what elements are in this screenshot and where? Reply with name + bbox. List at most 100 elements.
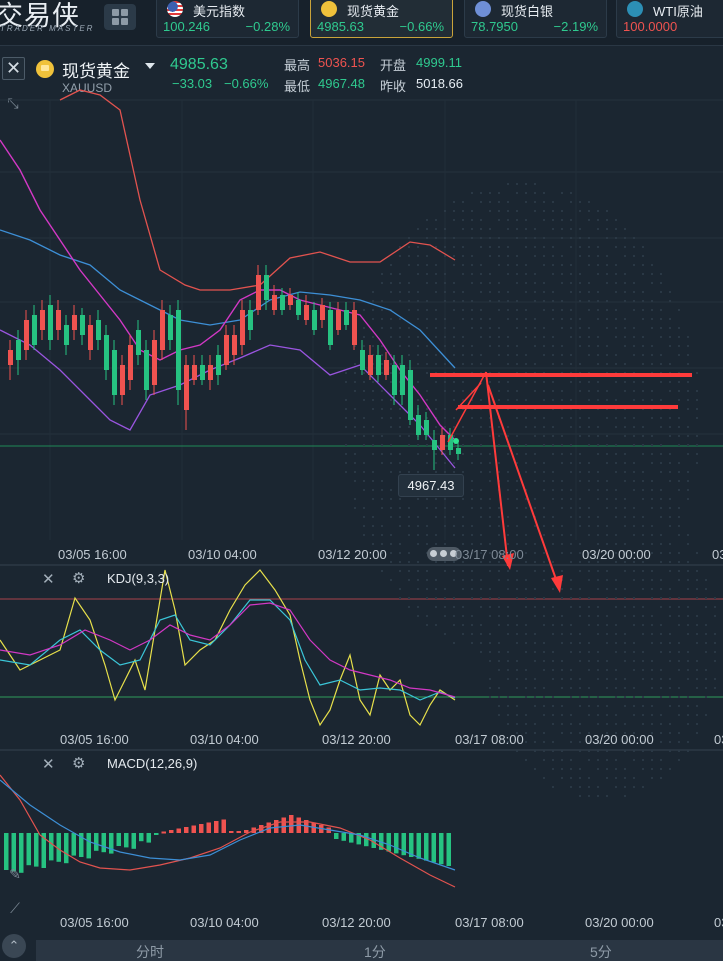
- map-dot: [615, 759, 617, 761]
- map-dot: [444, 210, 446, 212]
- map-dot: [453, 354, 455, 356]
- map-dot: [678, 651, 680, 653]
- map-dot: [381, 309, 383, 311]
- map-dot: [687, 408, 689, 410]
- chevron-down-icon[interactable]: [145, 63, 155, 69]
- map-dot: [516, 678, 518, 680]
- map-dot: [543, 750, 545, 752]
- map-dot: [615, 309, 617, 311]
- map-dot: [462, 525, 464, 527]
- map-dot: [507, 291, 509, 293]
- map-dot: [471, 417, 473, 419]
- map-dot: [678, 471, 680, 473]
- map-dot: [615, 696, 617, 698]
- grid-menu-icon[interactable]: [104, 4, 136, 30]
- map-dot: [516, 435, 518, 437]
- map-dot: [687, 534, 689, 536]
- ticker-usd-index[interactable]: 美元指数 100.246 −0.28%: [156, 0, 299, 38]
- map-dot: [417, 345, 419, 347]
- map-dot: [678, 705, 680, 707]
- map-dot: [462, 534, 464, 536]
- map-dot: [480, 318, 482, 320]
- map-dot: [534, 561, 536, 563]
- map-dot: [588, 660, 590, 662]
- map-dot: [444, 633, 446, 635]
- map-dot: [696, 615, 698, 617]
- tab-5min[interactable]: 5分: [590, 944, 612, 960]
- expand-icon[interactable]: ⤡: [7, 95, 19, 111]
- settings-icon[interactable]: ⚙: [72, 570, 86, 587]
- map-dot: [399, 570, 401, 572]
- map-dot: [552, 768, 554, 770]
- ruler-icon[interactable]: ⟋: [10, 900, 20, 916]
- map-dot: [615, 399, 617, 401]
- map-dot: [642, 516, 644, 518]
- close-icon[interactable]: ✕: [42, 756, 55, 773]
- map-dot: [687, 651, 689, 653]
- map-dot: [507, 480, 509, 482]
- map-dot: [498, 696, 500, 698]
- macd-histogram-bar: [146, 833, 151, 843]
- map-dot: [525, 606, 527, 608]
- map-dot: [615, 543, 617, 545]
- drawing-tools-icon[interactable]: ⌃: [2, 934, 26, 958]
- map-dot: [489, 696, 491, 698]
- map-dot: [480, 597, 482, 599]
- map-dot: [606, 705, 608, 707]
- chart-pager[interactable]: [427, 547, 461, 561]
- map-dot: [390, 318, 392, 320]
- map-dot: [480, 633, 482, 635]
- map-dot: [453, 462, 455, 464]
- tab-timeshare[interactable]: 分时: [136, 944, 164, 960]
- map-dot: [624, 786, 626, 788]
- map-dot: [651, 768, 653, 770]
- map-dot: [435, 507, 437, 509]
- symbol-name[interactable]: 现货黄金: [62, 62, 130, 81]
- map-dot: [516, 525, 518, 527]
- map-dot: [480, 363, 482, 365]
- price-chart[interactable]: [0, 44, 723, 940]
- map-dot: [624, 561, 626, 563]
- map-dot: [687, 543, 689, 545]
- ticker-wti-oil[interactable]: WTI原油 100.0000 0.: [616, 0, 723, 38]
- map-dot: [597, 570, 599, 572]
- map-dot: [552, 435, 554, 437]
- map-dot: [651, 318, 653, 320]
- map-dot: [561, 210, 563, 212]
- map-dot: [705, 678, 707, 680]
- map-dot: [579, 642, 581, 644]
- map-dot: [624, 498, 626, 500]
- map-dot: [678, 399, 680, 401]
- map-dot: [588, 345, 590, 347]
- map-dot: [525, 444, 527, 446]
- map-dot: [678, 669, 680, 671]
- map-dot: [435, 273, 437, 275]
- map-dot: [552, 669, 554, 671]
- settings-icon[interactable]: ⚙: [72, 755, 86, 772]
- close-icon[interactable]: ✕: [2, 57, 25, 80]
- map-dot: [543, 687, 545, 689]
- macd-histogram-bar: [86, 833, 91, 859]
- close-icon[interactable]: ✕: [42, 571, 55, 588]
- map-dot: [534, 426, 536, 428]
- map-dot: [471, 237, 473, 239]
- map-dot: [651, 579, 653, 581]
- pencil-icon[interactable]: ✎: [9, 866, 21, 882]
- map-dot: [507, 309, 509, 311]
- ticker-gold[interactable]: 现货黄金 4985.63 −0.66%: [310, 0, 453, 38]
- map-dot: [570, 327, 572, 329]
- map-dot: [507, 615, 509, 617]
- map-dot: [615, 633, 617, 635]
- map-dot: [471, 255, 473, 257]
- map-dot: [633, 714, 635, 716]
- map-dot: [399, 246, 401, 248]
- map-dot: [633, 741, 635, 743]
- map-dot: [516, 750, 518, 752]
- map-dot: [390, 336, 392, 338]
- candle-body: [192, 365, 197, 380]
- tab-1min[interactable]: 1分: [364, 944, 386, 960]
- ticker-silver[interactable]: 现货白银 78.7950 −2.19%: [464, 0, 607, 38]
- map-dot: [597, 318, 599, 320]
- map-dot: [633, 462, 635, 464]
- map-dot: [516, 318, 518, 320]
